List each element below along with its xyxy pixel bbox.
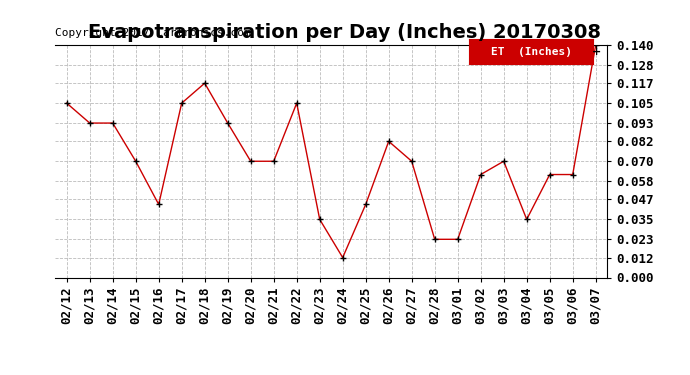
Text: +: + (592, 47, 602, 57)
Text: Evapotranspiration per Day (Inches) 20170308: Evapotranspiration per Day (Inches) 2017… (88, 22, 602, 42)
Text: Copyright 2017 Cartronics.com: Copyright 2017 Cartronics.com (55, 28, 251, 38)
Text: ET  (Inches): ET (Inches) (491, 46, 572, 57)
